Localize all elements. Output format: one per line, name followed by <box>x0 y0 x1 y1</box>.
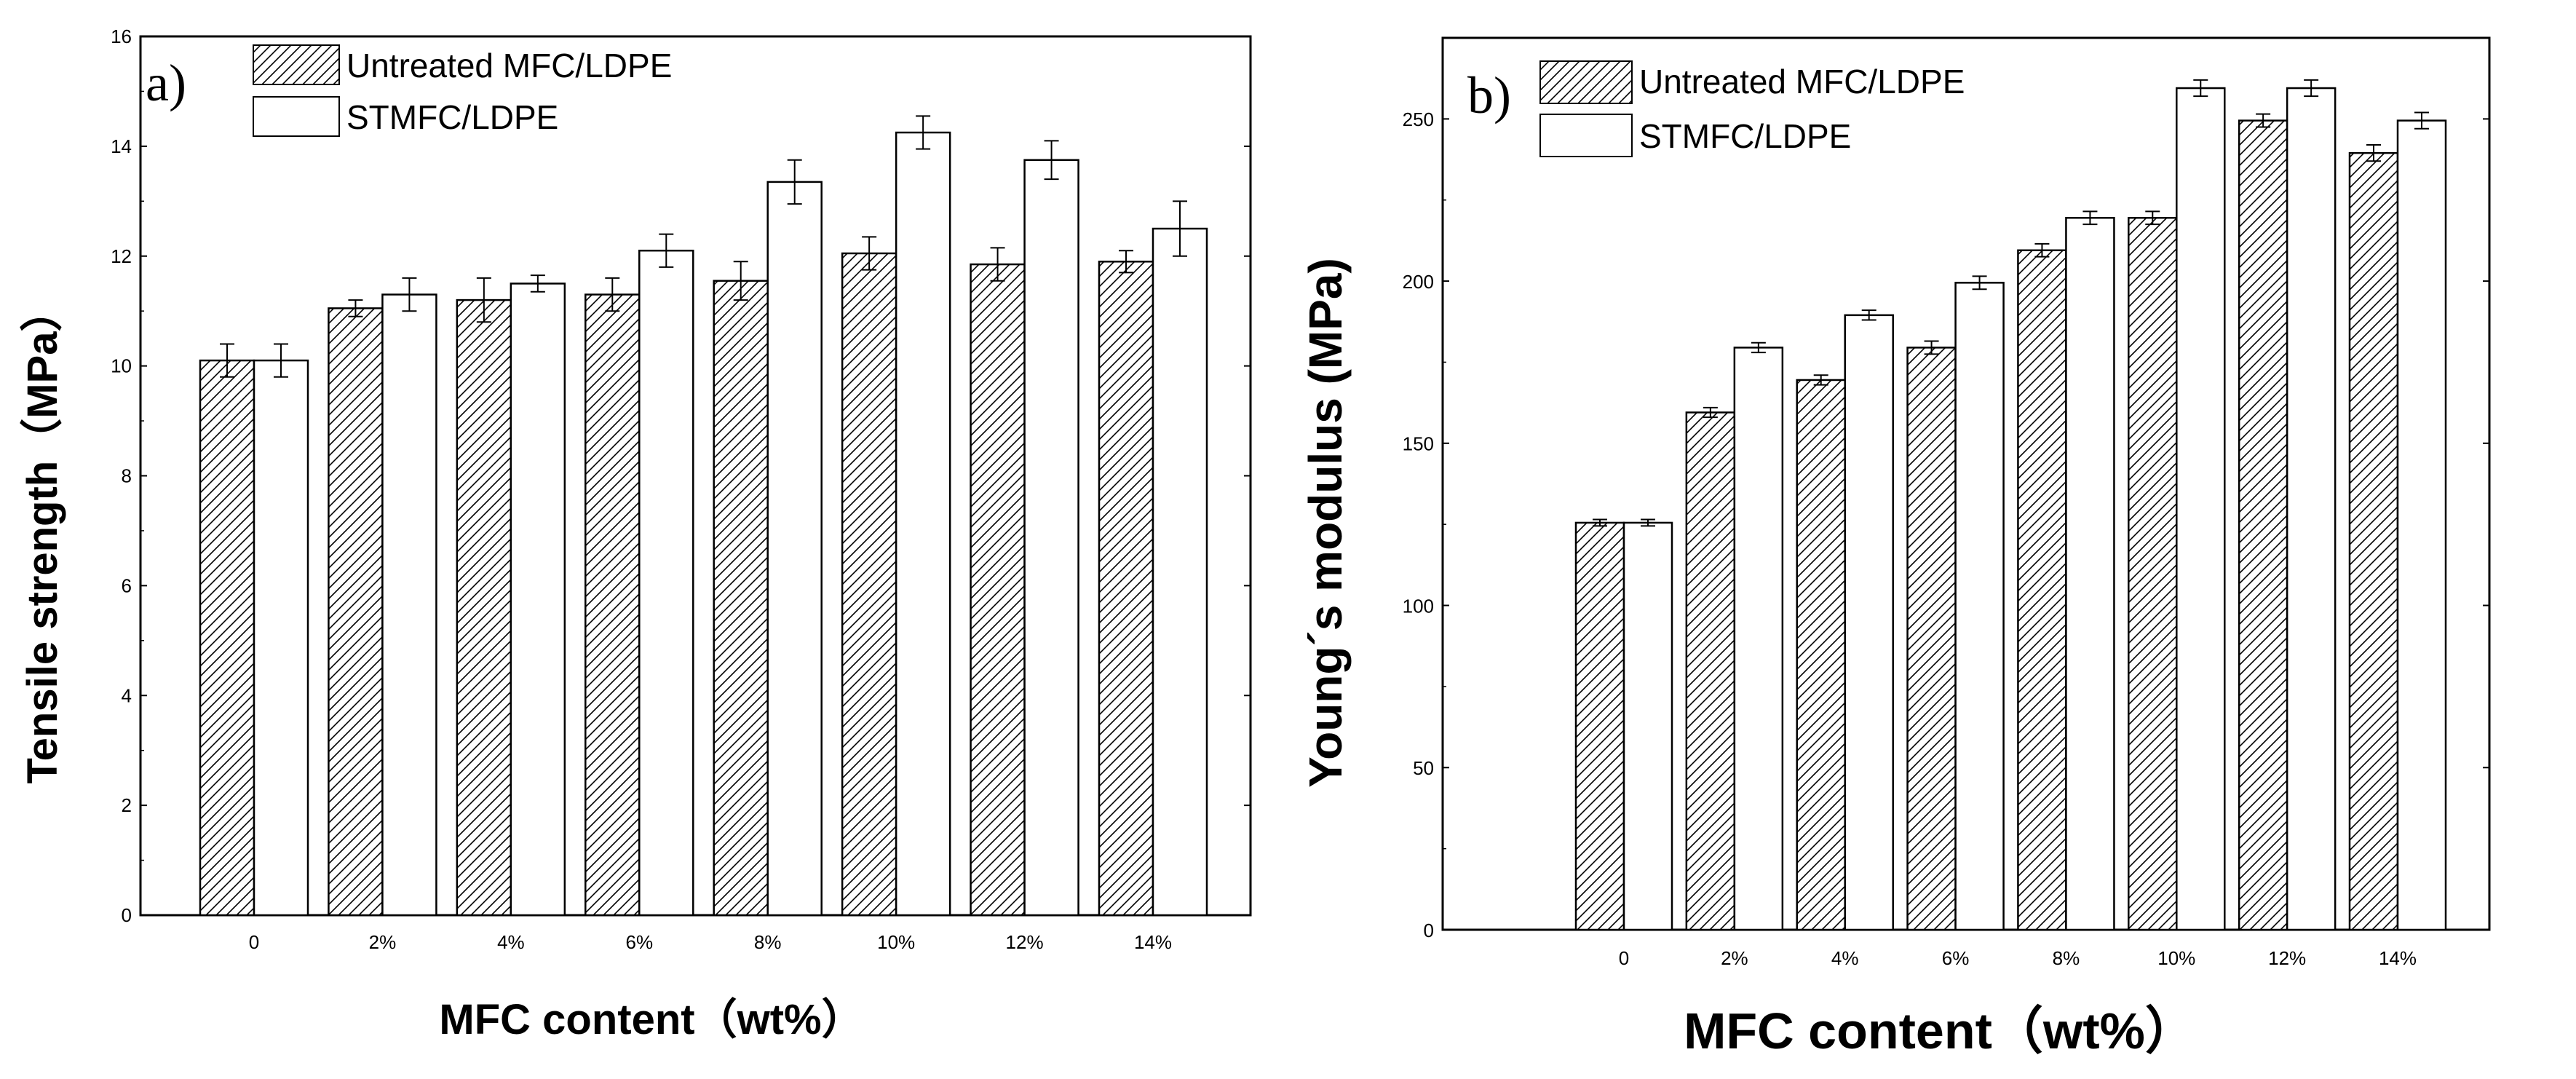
b-axes: 0 50 100 150 200 250 0 2% 4% 6% 8% 10% 12% 14% <box>1403 36 2491 969</box>
a-x-tick-label: 6% <box>625 931 653 953</box>
a-bars <box>199 115 1208 917</box>
b-x-tick-label: 6% <box>1942 947 1970 969</box>
a-y-tick-label: 0 <box>122 904 132 926</box>
b-y-tick-label: 200 <box>1403 271 1434 293</box>
legend-swatch-stmfc <box>253 96 340 137</box>
b-x-tick-label: 14% <box>2379 947 2417 969</box>
panel-a-x-axis-title: MFC content（wt%） <box>439 996 863 1043</box>
panel-b-label: b) <box>1467 66 1511 125</box>
b-bar-untreated <box>2348 151 2399 931</box>
a-bar-untreated <box>328 307 384 917</box>
b-bar-untreated <box>1796 379 1846 931</box>
a-x-tick-label: 10% <box>877 931 915 953</box>
b-x-tick-label: 4% <box>1831 947 1859 969</box>
b-y-tick-label: 100 <box>1403 595 1434 617</box>
b-x-tick-label: 12% <box>2268 947 2306 969</box>
panel-a-y-axis-title: Tensile strength（MPa） <box>19 290 66 784</box>
b-x-tick-label: 10% <box>2157 947 2195 969</box>
a-y-tick-label: 2 <box>122 794 132 816</box>
a-y-tick-label: 8 <box>122 465 132 487</box>
panel-b-y-axis-title: Young´s modulus (MPa) <box>1299 258 1352 788</box>
panel-a-label: a) <box>146 54 186 112</box>
panel-a-legend: Untreated MFC/LDPE STMFC/LDPE <box>253 44 672 137</box>
a-bar-untreated <box>713 280 769 917</box>
legend-label-untreated: Untreated MFC/LDPE <box>346 47 672 84</box>
b-x-tick-label: 0 <box>1619 947 1629 969</box>
a-x-tick-label: 8% <box>754 931 782 953</box>
a-x-tick-label: 0 <box>249 931 259 953</box>
a-bar-untreated <box>456 299 512 917</box>
legend-label-stmfc: STMFC/LDPE <box>346 98 558 136</box>
b-bar-untreated <box>2017 249 2067 931</box>
panel-b-youngs-modulus: Young´s modulus (MPa) MFC content（wt%） b… <box>1299 36 2491 1059</box>
legend-swatch-stmfc <box>1539 114 1633 157</box>
a-bar-stmfc <box>766 181 823 917</box>
b-bar-stmfc <box>1844 314 1894 931</box>
a-bar-stmfc <box>381 293 437 917</box>
b-bar-stmfc <box>2176 87 2226 931</box>
b-y-tick-label: 50 <box>1413 757 1434 779</box>
b-y-tick-label: 250 <box>1403 108 1434 130</box>
b-bar-untreated <box>1906 347 1957 931</box>
a-bar-stmfc <box>510 282 566 917</box>
a-bar-untreated <box>584 293 641 917</box>
b-y-tick-label: 150 <box>1403 433 1434 455</box>
a-bar-stmfc <box>895 131 951 917</box>
a-y-tick-label: 12 <box>111 245 132 267</box>
a-bar-stmfc <box>1023 159 1079 917</box>
a-y-tick-label: 16 <box>111 25 132 47</box>
a-bar-untreated <box>841 252 897 917</box>
a-y-tick-label: 6 <box>122 574 132 596</box>
a-bar-untreated <box>1098 261 1154 917</box>
a-x-tick-label: 2% <box>369 931 397 953</box>
legend-swatch-untreated <box>253 44 340 85</box>
a-x-tick-label: 4% <box>497 931 525 953</box>
b-bar-untreated <box>1685 411 1736 931</box>
a-axes: 0 2 4 6 8 10 12 14 16 0 2% 4% 6% 8% 10% 12% 14% <box>111 25 1252 953</box>
legend-label-untreated: Untreated MFC/LDPE <box>1639 63 1965 100</box>
a-bar-stmfc <box>253 359 309 917</box>
b-bar-stmfc <box>2065 216 2115 931</box>
b-bar-untreated <box>1574 521 1625 931</box>
b-x-tick-label: 2% <box>1721 947 1748 969</box>
a-y-tick-label: 4 <box>122 684 132 706</box>
legend-swatch-untreated <box>1539 60 1633 104</box>
a-bar-stmfc <box>1152 227 1208 917</box>
b-bar-stmfc <box>2286 87 2337 931</box>
panel-b-legend: Untreated MFC/LDPE STMFC/LDPE <box>1539 60 1965 157</box>
a-bar-untreated <box>970 263 1026 917</box>
a-x-tick-label: 12% <box>1006 931 1044 953</box>
legend-label-stmfc: STMFC/LDPE <box>1639 117 1851 155</box>
a-bar-stmfc <box>638 249 694 917</box>
b-y-tick-label: 0 <box>1424 920 1434 941</box>
a-bar-untreated <box>199 359 255 917</box>
b-bar-stmfc <box>1954 282 2005 931</box>
b-bars <box>1574 79 2447 931</box>
b-x-tick-label: 8% <box>2053 947 2080 969</box>
a-y-tick-label: 14 <box>111 135 132 157</box>
a-x-tick-label: 14% <box>1134 931 1172 953</box>
b-bar-stmfc <box>2396 119 2447 931</box>
panel-a-tensile-strength: Tensile strength（MPa） MFC content（wt%） a… <box>19 25 1252 1043</box>
panel-b-x-axis-title: MFC content（wt%） <box>1684 1003 2196 1059</box>
b-bar-untreated <box>2128 216 2178 931</box>
b-bar-untreated <box>2238 119 2288 931</box>
b-bar-stmfc <box>1622 521 1673 931</box>
a-y-tick-label: 10 <box>111 355 132 377</box>
b-bar-stmfc <box>1733 347 1784 931</box>
